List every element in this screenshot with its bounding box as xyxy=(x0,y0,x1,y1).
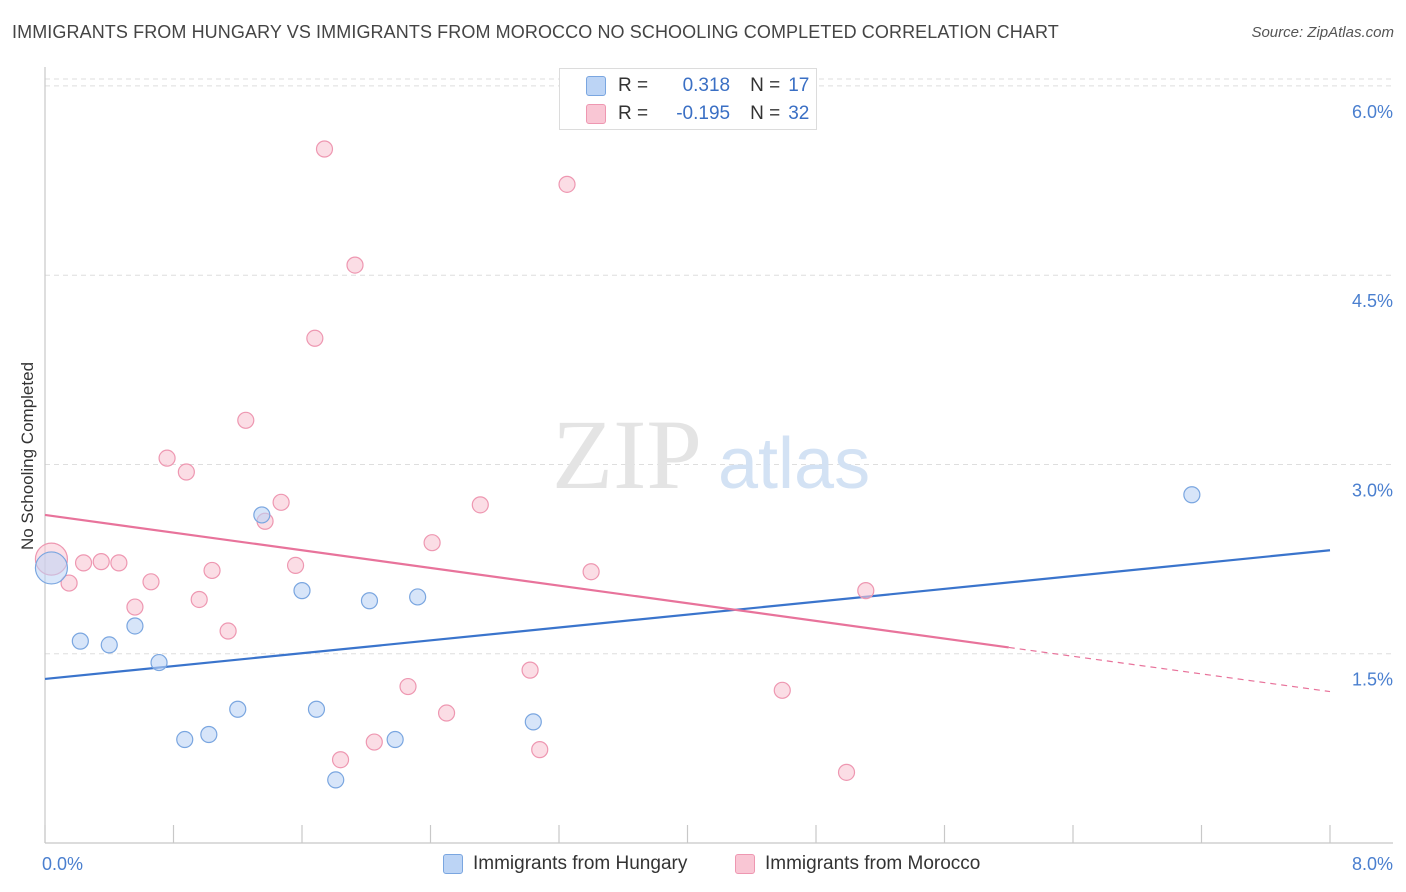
y-tick-label-3: 6.0% xyxy=(1352,102,1393,122)
watermark-zip: ZIP xyxy=(552,399,702,510)
data-point-morocco-7 xyxy=(158,449,176,467)
data-point-hungary-2 xyxy=(100,636,118,654)
data-point-hungary-4 xyxy=(150,653,168,672)
chart-title: IMMIGRANTS FROM HUNGARY VS IMMIGRANTS FR… xyxy=(12,22,1059,42)
data-point-morocco-19 xyxy=(346,256,364,274)
data-point-hungary-5 xyxy=(176,730,194,749)
r-value: -0.195 xyxy=(676,103,731,124)
n-label: N = xyxy=(750,103,781,124)
data-point-morocco-27 xyxy=(558,175,576,193)
data-point-hungary-0 xyxy=(34,551,69,585)
trend-lines xyxy=(44,513,1331,693)
data-point-morocco-8 xyxy=(177,463,195,481)
stats-legend: R = 0.318 N = 17 R = -0.195 N = 32 xyxy=(559,68,817,130)
data-point-morocco-21 xyxy=(399,677,417,696)
data-point-morocco-15 xyxy=(286,556,305,575)
tick-labels: 1.5% 3.0% 4.5% 6.0% 0.0% 8.0% xyxy=(42,102,1393,874)
stats-row-morocco: R = -0.195 N = 32 xyxy=(560,100,809,128)
y-tick-label-0: 1.5% xyxy=(1352,670,1393,690)
trend-line-hungary xyxy=(44,549,1331,681)
data-point-morocco-14 xyxy=(272,493,290,511)
data-point-morocco-31 xyxy=(857,582,875,600)
data-point-morocco-5 xyxy=(126,598,144,616)
data-point-hungary-6 xyxy=(200,725,218,744)
data-point-hungary-8 xyxy=(253,506,271,524)
legend-item-morocco: Immigrants from Morocco xyxy=(735,853,980,875)
data-point-morocco-17 xyxy=(315,140,334,158)
data-point-morocco-4 xyxy=(110,554,128,572)
x-tick-label-0: 0.0% xyxy=(42,854,83,874)
data-point-morocco-23 xyxy=(437,704,456,722)
data-point-morocco-18 xyxy=(331,751,350,769)
data-point-morocco-16 xyxy=(306,329,324,347)
r-value: 0.318 xyxy=(682,75,731,96)
legend-label-morocco: Immigrants from Morocco xyxy=(765,853,981,874)
data-point-hungary-1 xyxy=(71,632,89,650)
data-point-morocco-3 xyxy=(92,553,110,571)
trend-line-morocco xyxy=(44,513,1009,649)
watermark-atlas: atlas xyxy=(718,424,870,504)
data-points xyxy=(34,140,1201,789)
data-point-morocco-2 xyxy=(74,554,93,572)
y-tick-label-1: 3.0% xyxy=(1352,480,1393,500)
data-point-morocco-10 xyxy=(203,561,221,580)
n-label: N = xyxy=(750,75,781,96)
data-point-morocco-29 xyxy=(773,681,791,699)
stats-row-hungary: R = 0.318 N = 17 xyxy=(560,72,809,100)
data-point-hungary-3 xyxy=(126,617,144,635)
r-label: R = xyxy=(618,75,649,96)
legend-item-hungary: Immigrants from Hungary xyxy=(443,853,687,875)
hungary-swatch-icon xyxy=(586,76,606,96)
n-value: 17 xyxy=(788,75,810,96)
morocco-legend-icon xyxy=(735,854,755,874)
grid-lines xyxy=(45,78,1392,655)
data-point-morocco-28 xyxy=(582,563,600,581)
watermark: ZIP atlas xyxy=(552,399,870,510)
legend-label-hungary: Immigrants from Hungary xyxy=(473,853,688,874)
y-axis-label: No Schooling Completed xyxy=(18,362,37,550)
data-point-morocco-20 xyxy=(365,733,383,751)
data-point-morocco-25 xyxy=(521,661,539,679)
data-point-hungary-13 xyxy=(386,730,404,749)
data-point-morocco-6 xyxy=(142,573,160,591)
data-point-hungary-9 xyxy=(293,582,311,600)
hungary-legend-icon xyxy=(443,854,463,874)
data-point-morocco-26 xyxy=(531,741,549,759)
data-point-morocco-12 xyxy=(237,411,255,429)
axes xyxy=(44,67,1393,844)
r-label: R = xyxy=(618,103,649,124)
data-point-morocco-24 xyxy=(471,496,489,514)
x-tick-label-1: 8.0% xyxy=(1352,854,1393,874)
data-point-morocco-30 xyxy=(837,763,856,781)
data-point-hungary-14 xyxy=(409,588,427,606)
data-point-hungary-11 xyxy=(327,771,345,789)
n-value: 32 xyxy=(788,103,810,124)
data-point-morocco-9 xyxy=(190,590,208,609)
data-point-morocco-1 xyxy=(60,574,78,592)
data-point-hungary-16 xyxy=(1183,486,1201,504)
morocco-swatch-icon xyxy=(586,104,606,124)
data-point-hungary-7 xyxy=(229,700,247,718)
data-point-morocco-22 xyxy=(423,534,441,552)
data-point-hungary-15 xyxy=(524,713,542,731)
source-label: Source: ZipAtlas.com xyxy=(1251,24,1394,41)
data-point-hungary-12 xyxy=(360,592,379,610)
data-point-morocco-11 xyxy=(219,622,237,640)
series-legend: Immigrants from Hungary Immigrants from … xyxy=(0,851,1406,879)
y-tick-label-2: 4.5% xyxy=(1352,291,1393,311)
data-point-hungary-10 xyxy=(307,700,326,718)
